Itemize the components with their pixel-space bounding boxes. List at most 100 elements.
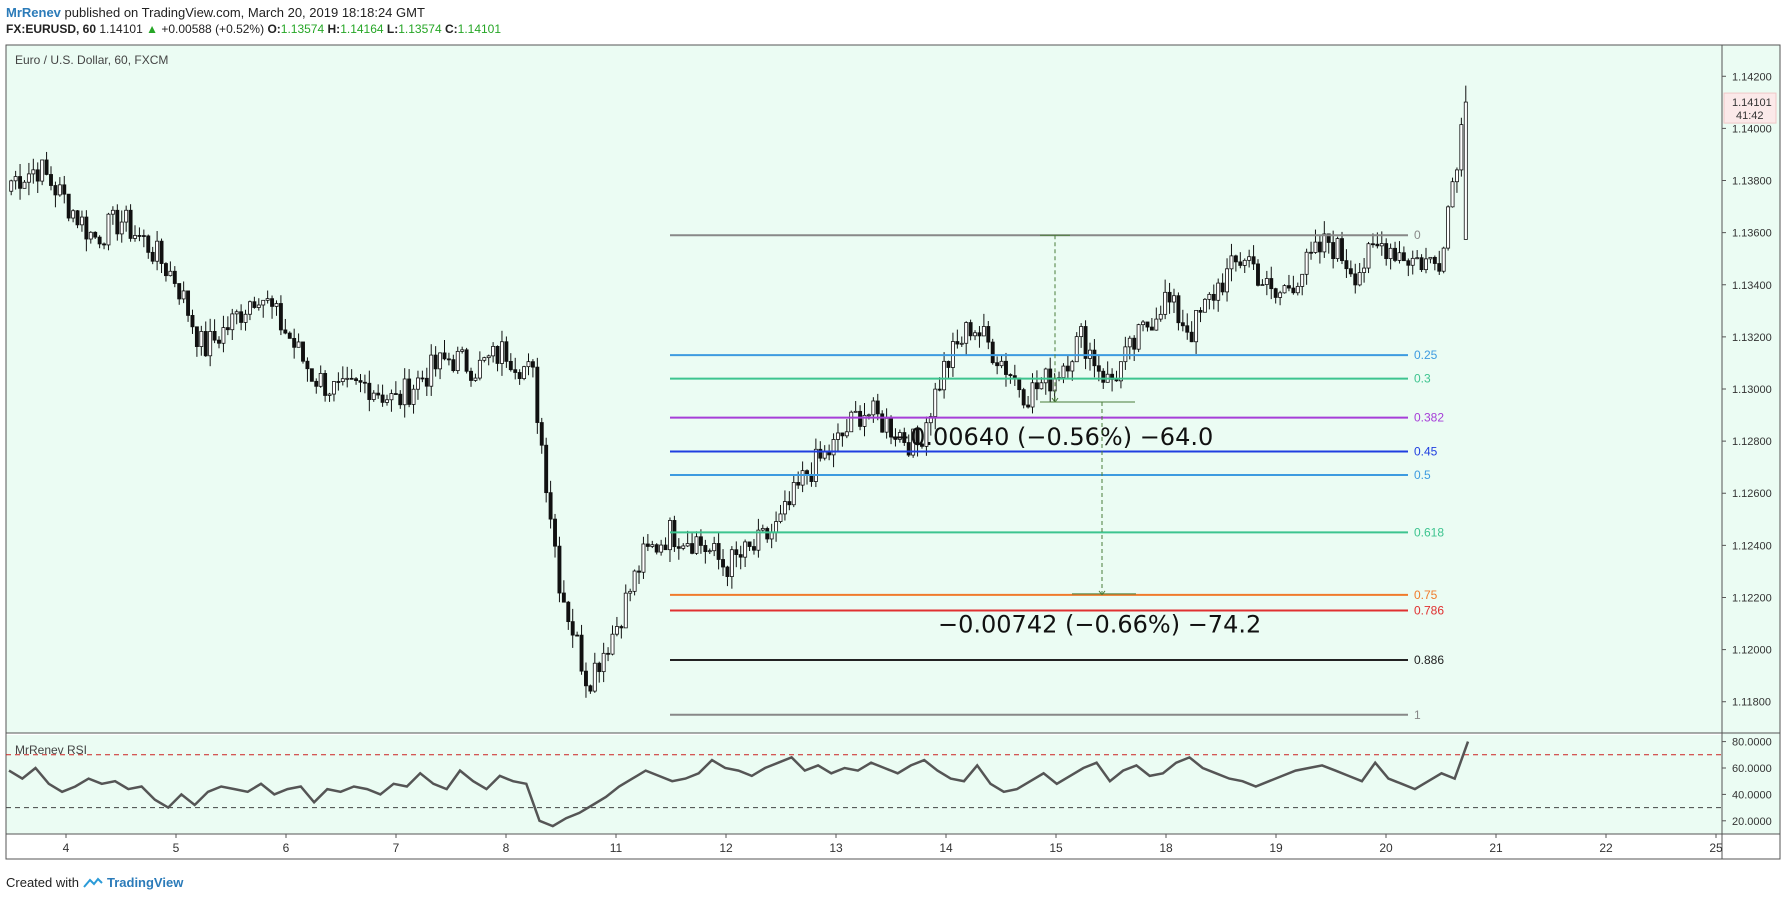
high-label: H: [327, 22, 341, 36]
candle-body [937, 388, 942, 391]
candle-body [1145, 321, 1150, 328]
candle-body [752, 546, 756, 551]
tradingview-brand[interactable]: TradingView [106, 875, 184, 890]
fib-level-label: 0.382 [1414, 411, 1444, 425]
candle-body [1282, 285, 1287, 294]
candle-body [367, 382, 372, 400]
candle-body [553, 518, 557, 547]
candle-body [1419, 257, 1424, 271]
candle-body [292, 337, 297, 348]
candle-body [928, 416, 933, 424]
candle-body [305, 360, 310, 370]
candle-body [668, 520, 672, 551]
candle-body [1437, 263, 1442, 272]
candle-body [451, 359, 456, 371]
date-tick-label: 13 [829, 841, 843, 855]
candle-body [986, 326, 991, 343]
candle-body [557, 545, 562, 594]
candle-body [504, 341, 509, 362]
candle-body [592, 662, 597, 692]
fib-level-label: 0 [1414, 228, 1421, 242]
candle-body [416, 377, 420, 390]
candle-body [588, 685, 593, 692]
candle-body [1189, 331, 1194, 343]
close-label: C: [444, 22, 458, 36]
candle-body [575, 634, 580, 637]
candle-body [26, 173, 31, 183]
candle-body [455, 350, 460, 371]
candle-body [164, 263, 168, 277]
candle-body [1344, 260, 1349, 270]
author-link[interactable]: MrRenev [6, 5, 61, 20]
candle-body [1163, 291, 1168, 315]
candle-body [1432, 256, 1437, 264]
candle-body [398, 393, 403, 406]
candle-body [1331, 242, 1336, 260]
price-tick-label: 1.12200 [1732, 592, 1772, 604]
open-value: 1.13574 [280, 22, 325, 36]
candle-body [1211, 293, 1216, 301]
last-price: 1.14101 [99, 22, 143, 36]
candle-body [654, 544, 659, 553]
candle-body [1260, 284, 1265, 286]
candle-body [906, 442, 911, 456]
candle-body [1388, 247, 1393, 260]
open-label: O: [267, 22, 281, 36]
fib-level-label: 0.3 [1414, 372, 1431, 386]
close-value: 1.14101 [457, 22, 502, 36]
candle-body [623, 592, 628, 629]
candle-body [902, 432, 907, 443]
candle-body [261, 299, 266, 306]
candle-body [1154, 318, 1159, 331]
candle-body [805, 470, 809, 475]
date-tick-label: 20 [1379, 841, 1393, 855]
candle-body [340, 378, 345, 382]
up-arrow-icon: ▲ [146, 22, 158, 36]
candle-body [933, 388, 938, 417]
rsi-tick-label: 80.0000 [1732, 737, 1772, 749]
candle-body [597, 662, 602, 673]
candle-body [323, 373, 328, 396]
fib-level-label: 0.5 [1414, 468, 1431, 482]
candle-body [1180, 322, 1185, 327]
candle-body [354, 378, 359, 381]
candle-body [690, 543, 695, 554]
candle-body [380, 394, 385, 403]
candle-body [570, 621, 575, 636]
candle-body [875, 400, 880, 415]
candle-body [93, 231, 98, 238]
candle-body [1384, 243, 1389, 260]
candle-body [495, 345, 500, 364]
rsi-tick-label: 40.0000 [1732, 789, 1772, 801]
candle-body [1229, 255, 1234, 270]
date-tick-label: 18 [1159, 841, 1173, 855]
candle-body [831, 439, 836, 456]
candle-body [181, 290, 186, 300]
candle-body [1463, 101, 1468, 240]
candle-body [296, 341, 301, 348]
candle-body [946, 360, 951, 368]
candle-body [738, 554, 743, 558]
candle-body [866, 414, 871, 417]
candle-body [146, 235, 151, 253]
price-tick-label: 1.11800 [1732, 697, 1771, 709]
price-tick-label: 1.13200 [1732, 332, 1772, 344]
candle-body [513, 369, 518, 373]
candle-body [544, 444, 549, 494]
published-text: published on TradingView.com, March 20, … [64, 5, 425, 20]
candle-body [239, 311, 244, 323]
candle-body [614, 626, 619, 635]
candle-body [641, 543, 646, 573]
candle-body [685, 543, 690, 547]
candle-body [999, 360, 1004, 367]
candle-body [1366, 243, 1371, 269]
candle-body [429, 354, 434, 387]
candle-body [287, 332, 292, 339]
created-with-text: Created with [6, 875, 79, 890]
candle-body [955, 341, 960, 345]
candle-body [1441, 247, 1446, 272]
candle-body [1335, 238, 1340, 260]
candle-body [1424, 258, 1428, 271]
candle-body [1375, 243, 1380, 247]
